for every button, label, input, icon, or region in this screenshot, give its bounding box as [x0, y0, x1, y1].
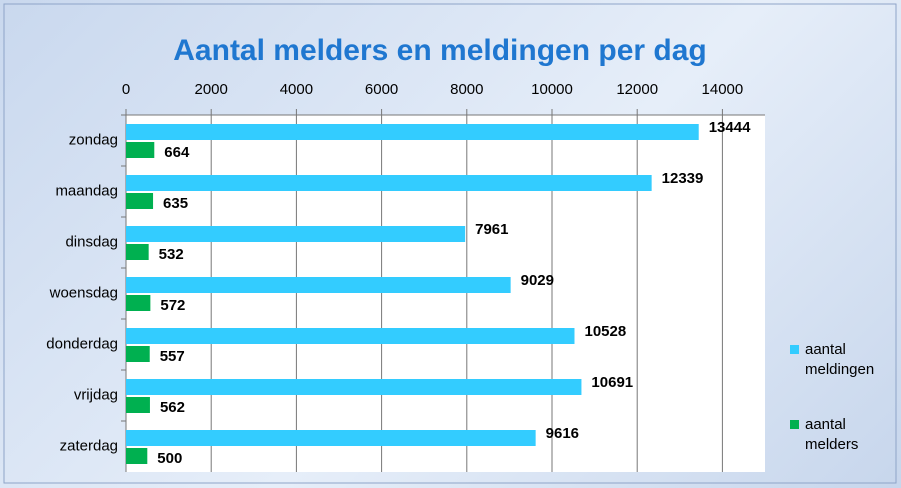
bar [126, 448, 148, 464]
y-tick-label: zaterdag [60, 437, 118, 454]
bar [126, 277, 511, 293]
legend-item: aantal melders [790, 415, 885, 455]
data-label: 562 [160, 399, 185, 416]
bar [126, 295, 151, 311]
bar [126, 328, 575, 344]
legend-label: aantal meldingen [805, 341, 875, 378]
bar [126, 193, 154, 209]
data-label: 572 [160, 297, 185, 314]
data-label: 635 [163, 195, 188, 212]
chart-title: Aantal melders en meldingen per dag [173, 34, 706, 67]
data-label: 12339 [662, 170, 704, 187]
bar [126, 175, 652, 191]
x-tick-label: 8000 [450, 81, 483, 98]
chart-border [3, 3, 897, 484]
bar [126, 346, 150, 362]
legend-swatch [790, 420, 799, 429]
y-tick-label: maandag [55, 182, 118, 199]
legend-swatch [790, 345, 799, 354]
legend-item: aantal meldingen [790, 340, 885, 380]
data-label: 664 [164, 144, 190, 161]
x-tick-label: 12000 [616, 81, 658, 98]
y-tick-label: woensdag [49, 284, 118, 301]
bar [126, 142, 155, 158]
x-tick-label: 2000 [195, 81, 228, 98]
x-tick-label: 0 [122, 81, 130, 98]
data-label: 7961 [475, 221, 508, 238]
legend-label: aantal melders [805, 416, 859, 453]
bar [126, 379, 582, 395]
x-tick-label: 14000 [702, 81, 744, 98]
data-label: 557 [160, 348, 185, 365]
data-label: 532 [159, 246, 184, 263]
y-tick-label: donderdag [46, 335, 118, 352]
x-tick-label: 6000 [365, 81, 398, 98]
y-tick-label: zondag [69, 131, 118, 148]
y-tick-label: vrijdag [74, 386, 118, 403]
bar [126, 430, 536, 446]
bar [126, 226, 466, 242]
data-label: 9616 [546, 425, 579, 442]
bar [126, 244, 149, 260]
bar [126, 397, 150, 413]
x-tick-label: 10000 [531, 81, 573, 98]
data-label: 500 [157, 450, 182, 467]
plot-area [126, 115, 765, 472]
data-label: 10528 [584, 323, 626, 340]
bar [126, 124, 699, 140]
data-label: 13444 [709, 119, 751, 136]
data-label: 10691 [591, 374, 633, 391]
data-label: 9029 [521, 272, 554, 289]
x-tick-label: 4000 [280, 81, 313, 98]
y-tick-label: dinsdag [65, 233, 118, 250]
